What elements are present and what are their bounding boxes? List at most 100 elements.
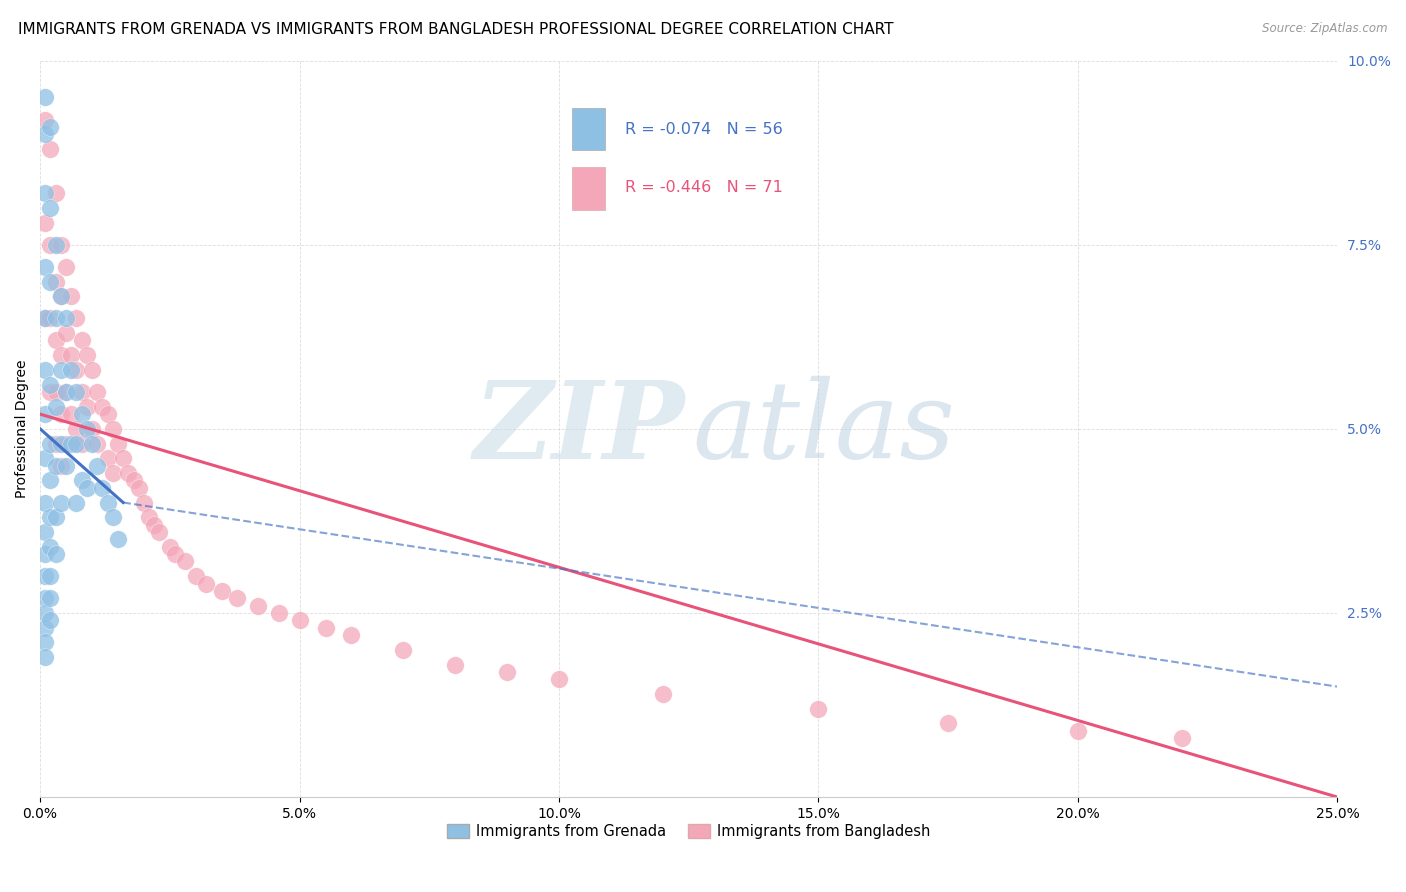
Point xyxy=(49,348,72,362)
Point xyxy=(91,481,114,495)
Point xyxy=(97,451,120,466)
Point xyxy=(39,142,62,156)
Point xyxy=(55,385,77,400)
Point xyxy=(548,673,571,687)
Point xyxy=(39,201,62,215)
Point xyxy=(1067,723,1090,738)
Point xyxy=(55,385,77,400)
Point xyxy=(34,186,56,201)
Y-axis label: Professional Degree: Professional Degree xyxy=(15,359,30,498)
Point xyxy=(936,716,959,731)
Point xyxy=(55,311,77,326)
Point xyxy=(60,363,83,377)
Point xyxy=(34,311,56,326)
Point xyxy=(80,436,103,450)
Point xyxy=(34,569,56,583)
Point xyxy=(174,554,197,568)
Point xyxy=(45,275,67,289)
Point xyxy=(101,510,124,524)
Point xyxy=(45,385,67,400)
Legend: Immigrants from Grenada, Immigrants from Bangladesh: Immigrants from Grenada, Immigrants from… xyxy=(441,818,936,845)
Point xyxy=(60,289,83,303)
Point xyxy=(70,474,93,488)
Point xyxy=(65,495,87,509)
Point xyxy=(49,495,72,509)
Point xyxy=(55,260,77,274)
Point xyxy=(163,547,186,561)
Point xyxy=(45,547,67,561)
Point xyxy=(39,569,62,583)
Point xyxy=(112,451,135,466)
Point xyxy=(97,407,120,421)
Point xyxy=(97,495,120,509)
Point xyxy=(247,599,270,613)
Point xyxy=(34,90,56,104)
Point xyxy=(39,311,62,326)
Point xyxy=(91,400,114,414)
Point xyxy=(39,385,62,400)
Point xyxy=(49,407,72,421)
Point xyxy=(55,458,77,473)
Point xyxy=(34,311,56,326)
Point xyxy=(34,451,56,466)
Point xyxy=(65,422,87,436)
Point xyxy=(807,702,830,716)
Point xyxy=(39,591,62,606)
Point xyxy=(39,120,62,134)
Point xyxy=(138,510,160,524)
Point xyxy=(70,407,93,421)
Point xyxy=(39,540,62,554)
Point xyxy=(444,657,467,672)
Point xyxy=(34,128,56,142)
Point xyxy=(65,385,87,400)
Point xyxy=(107,533,129,547)
Point xyxy=(60,436,83,450)
Point xyxy=(34,216,56,230)
Point xyxy=(101,466,124,480)
Point xyxy=(34,621,56,635)
Point xyxy=(39,377,62,392)
Point xyxy=(49,458,72,473)
Point xyxy=(70,385,93,400)
Point xyxy=(107,436,129,450)
Point xyxy=(45,400,67,414)
Point xyxy=(211,583,233,598)
Point xyxy=(148,524,170,539)
Point xyxy=(117,466,139,480)
Point xyxy=(39,613,62,627)
Point xyxy=(39,237,62,252)
Point xyxy=(34,260,56,274)
Point xyxy=(70,436,93,450)
Point xyxy=(496,665,519,679)
Point xyxy=(86,436,108,450)
Point xyxy=(39,275,62,289)
Point xyxy=(128,481,150,495)
Point xyxy=(39,474,62,488)
Point xyxy=(45,458,67,473)
Point xyxy=(65,436,87,450)
Point xyxy=(34,112,56,127)
Point xyxy=(80,422,103,436)
Point xyxy=(122,474,145,488)
Point xyxy=(184,569,207,583)
Point xyxy=(70,334,93,348)
Text: ZIP: ZIP xyxy=(474,376,685,482)
Point xyxy=(267,606,290,620)
Point xyxy=(55,436,77,450)
Point xyxy=(288,613,311,627)
Point xyxy=(45,311,67,326)
Point xyxy=(65,363,87,377)
Text: Source: ZipAtlas.com: Source: ZipAtlas.com xyxy=(1263,22,1388,36)
Point xyxy=(76,481,98,495)
Point xyxy=(39,436,62,450)
Point xyxy=(39,510,62,524)
Point xyxy=(49,363,72,377)
Point xyxy=(65,311,87,326)
Point xyxy=(86,458,108,473)
Point xyxy=(45,186,67,201)
Point xyxy=(34,524,56,539)
Text: IMMIGRANTS FROM GRENADA VS IMMIGRANTS FROM BANGLADESH PROFESSIONAL DEGREE CORREL: IMMIGRANTS FROM GRENADA VS IMMIGRANTS FR… xyxy=(18,22,894,37)
Point xyxy=(34,650,56,665)
Point xyxy=(76,400,98,414)
Point xyxy=(1170,731,1192,746)
